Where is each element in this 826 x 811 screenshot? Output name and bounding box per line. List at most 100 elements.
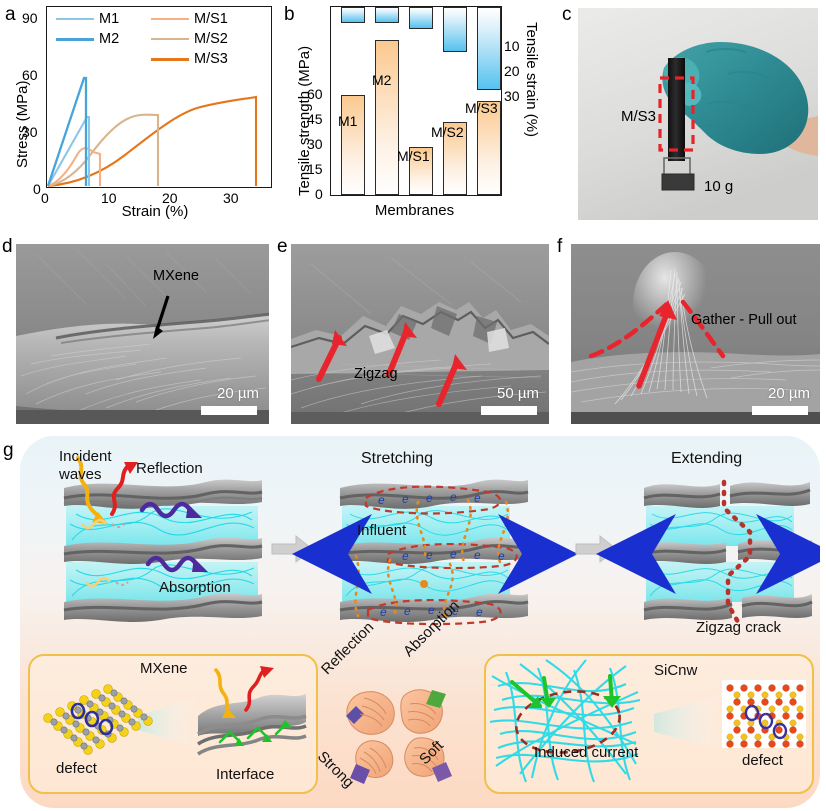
panel-a-x-axis-title: Strain (%): [121, 203, 189, 220]
svg-text:e: e: [402, 492, 409, 506]
panel-f-sem: f: [555, 234, 826, 430]
panel-b-ytick-15: 15: [307, 161, 323, 177]
panel-e-sem-image: Zigzag 50 µm: [291, 244, 549, 424]
panel-b-ytick-60: 60: [307, 86, 323, 102]
panel-d-sem: d: [0, 234, 275, 430]
legend-label-ms2: M/S2: [194, 31, 228, 47]
panel-f-scalebar-icon: [752, 406, 808, 415]
stage-initial: [63, 456, 263, 622]
panel-c-sample-label: M/S3: [621, 108, 657, 125]
bar-label-ms2: M/S2: [431, 124, 464, 140]
hand-bottom-left: [350, 740, 394, 784]
svg-text:e: e: [402, 549, 409, 563]
photo-c-graphic: [578, 8, 818, 220]
panel-d-scalebar-icon: [201, 406, 257, 415]
panel-a-legend-m2: M2: [56, 31, 119, 47]
inset-sicnw-graphic: [489, 659, 806, 783]
panel-b-ytick-right-10: 10: [504, 38, 520, 54]
svg-text:e: e: [452, 604, 459, 618]
svg-text:e: e: [378, 493, 385, 507]
panel-f-letter: f: [557, 236, 563, 257]
svg-text:e: e: [428, 603, 435, 617]
inset-mxene-title: MXene: [140, 660, 188, 677]
svg-text:e: e: [474, 548, 481, 562]
bar-strength-ms3: [477, 101, 501, 195]
panel-a-legend-ms2: M/S2: [151, 31, 228, 47]
bar-label-ms1: M/S1: [397, 148, 430, 164]
panel-e-annotation: Zigzag: [354, 366, 398, 382]
panel-a-ytick-30: 30: [22, 124, 38, 140]
hand-top-left: [346, 691, 395, 735]
panel-b-ytick-45: 45: [307, 111, 323, 127]
inset-mxene: MXene defect Interface: [28, 654, 318, 794]
panel-a-ytick-60: 60: [22, 67, 38, 83]
svg-text:e: e: [498, 549, 505, 563]
bar-strain-ms2: [443, 7, 467, 52]
panel-d-letter: d: [2, 236, 13, 257]
inset-sicnw-defect-label: defect: [742, 752, 783, 769]
panel-a-ytick-0: 0: [33, 181, 41, 197]
transition-arrow-1-icon: [271, 534, 313, 564]
g-label-absorption: Absorption: [159, 579, 231, 596]
sicnw-defect-lattice: [722, 680, 806, 748]
panel-f-sem-image: Gather - Pull out 20 µm: [571, 244, 820, 424]
panel-e-letter: e: [277, 236, 288, 257]
svg-text:e: e: [474, 491, 481, 505]
panel-g-canvas: e e e e e e e e e e e e e e e: [20, 436, 820, 808]
g-label-incident-line1: Incident: [59, 448, 112, 465]
inset-sicnw-induced-current-label: Induced current: [534, 744, 639, 761]
svg-text:e: e: [426, 491, 433, 505]
bar-strain-ms3: [477, 7, 501, 90]
sem-f-graphic: [571, 244, 820, 424]
panel-a-ytick-90: 90: [22, 10, 38, 26]
panel-a-xtick-0: 0: [41, 190, 49, 206]
panel-a-xtick-10: 10: [101, 190, 117, 206]
legend-label-m2: M2: [99, 31, 120, 47]
panel-b-x-axis-title: Membranes: [374, 202, 455, 219]
panel-e-scalebar-icon: [481, 406, 537, 415]
sem-d-graphic: [16, 244, 269, 424]
panel-c-photograph: M/S3 10 g: [578, 8, 818, 220]
panel-a-legend-ms3: M/S3: [151, 51, 228, 67]
bar-strain-ms1: [409, 7, 433, 29]
bar-label-m2: M2: [372, 72, 392, 88]
legend-label-m1: M1: [99, 11, 120, 27]
panel-e-sem: e: [275, 234, 555, 430]
mxene-arrow-icon: [153, 295, 170, 339]
panel-c-photo: c: [560, 0, 826, 228]
hand-bottom-right: [404, 737, 452, 782]
zigzag-arrows-icon: [316, 327, 460, 407]
panel-f-scalebar-label: 20 µm: [768, 385, 810, 402]
panel-d-scalebar-label: 20 µm: [217, 385, 259, 402]
bar-strain-m2: [375, 7, 399, 23]
svg-text:e: e: [476, 605, 483, 619]
bar-label-ms3: M/S3: [465, 100, 498, 116]
panel-a-stress-strain: a Stress (MPa) Strain (%) 0 30 60 90 0 1…: [0, 0, 282, 228]
legend-label-ms1: M/S1: [194, 11, 228, 27]
panel-g-schematic: g: [0, 430, 826, 811]
panel-f-annotation: Gather - Pull out: [691, 312, 797, 328]
panel-b-ytick-right-20: 20: [504, 63, 520, 79]
svg-text:e: e: [380, 605, 387, 619]
panel-a-xtick-30: 30: [223, 190, 239, 206]
g-label-influent: Influent: [357, 522, 407, 539]
panel-c-weight-label: 10 g: [704, 178, 734, 195]
legend-swatch-ms2-icon: [151, 37, 189, 41]
legend-label-ms3: M/S3: [194, 51, 228, 67]
stage-stretching: e e e e e e e e e e e e e e e: [292, 479, 578, 626]
panel-b-ytick-right-30: 30: [504, 88, 520, 104]
inset-mxene-interface-label: Interface: [216, 766, 275, 783]
panel-a-legend-m1: M1: [56, 11, 119, 27]
panel-a-legend-ms1: M/S1: [151, 11, 228, 27]
inset-mxene-defect-label: defect: [56, 760, 97, 777]
legend-swatch-ms3-icon: [151, 57, 189, 61]
bar-strength-ms2: [443, 122, 467, 195]
bar-strength-m1: [341, 95, 365, 195]
svg-text:e: e: [450, 490, 457, 504]
g-label-extending: Extending: [671, 450, 743, 467]
svg-text:e: e: [404, 604, 411, 618]
panel-b-y-axis-title-right: Tensile strain (%): [523, 22, 540, 138]
panel-g-top-row: e e e e e e e e e e e e e e e: [63, 456, 820, 626]
svg-text:e: e: [426, 548, 433, 562]
legend-swatch-ms1-icon: [151, 17, 189, 21]
